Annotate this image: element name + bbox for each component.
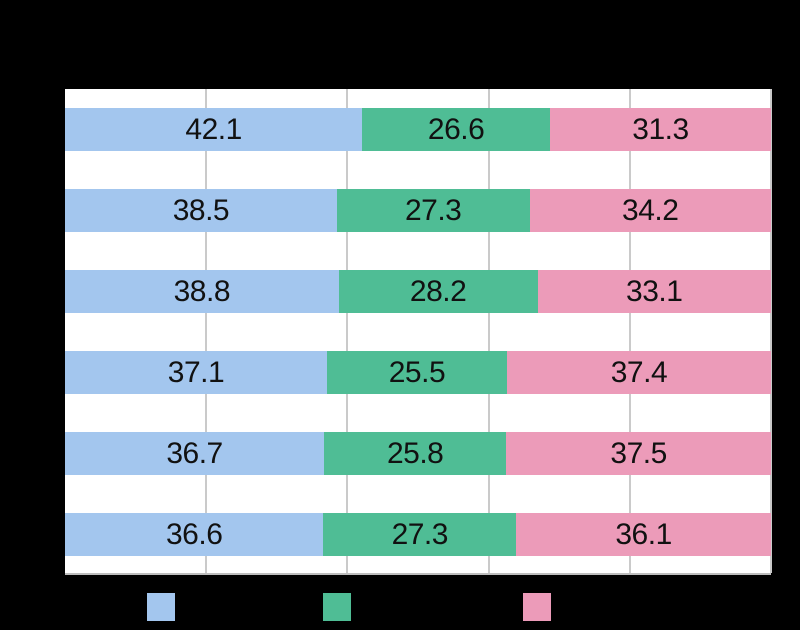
bar-segment-pink: 34.2 [529, 189, 771, 232]
bar-segment-blue: 42.1 [65, 108, 363, 151]
bar-value-label: 27.3 [404, 194, 462, 227]
bar-row-1: 42.1 26.6 31.3 [65, 108, 771, 151]
bar-value-label: 37.1 [167, 356, 225, 389]
chart-plot-area: 42.1 26.6 31.3 38.5 27.3 34.2 38.8 28.2 33.1 37.1… [65, 89, 772, 575]
bar-segment-pink: 37.4 [506, 351, 771, 394]
bar-row-2: 38.5 27.3 34.2 [65, 189, 771, 232]
bar-segment-pink: 33.1 [537, 270, 771, 313]
bar-value-label: 33.1 [626, 275, 683, 308]
gridline-100 [770, 89, 772, 573]
bar-row-5: 36.7 25.8 37.5 [65, 432, 771, 475]
bar-value-label: 27.3 [391, 518, 449, 551]
legend-swatch-blue [147, 593, 175, 621]
gridline-80 [628, 89, 631, 573]
bar-segment-green: 28.2 [338, 270, 538, 313]
bar-segment-green: 27.3 [336, 189, 530, 232]
bar-value-label: 36.6 [166, 518, 223, 551]
gridline-40 [346, 89, 349, 573]
gridline-20 [205, 89, 208, 573]
bar-value-label: 36.7 [166, 437, 223, 470]
gridline-60 [487, 89, 490, 573]
bar-segment-blue: 36.7 [65, 432, 325, 475]
bar-value-label: 38.5 [172, 194, 230, 227]
bar-value-label: 37.4 [610, 356, 668, 389]
bar-row-4: 37.1 25.5 37.4 [65, 351, 771, 394]
bar-segment-pink: 31.3 [550, 108, 771, 151]
legend-swatch-pink [523, 593, 551, 621]
bar-value-label: 37.5 [610, 437, 667, 470]
bar-row-3: 38.8 28.2 33.1 [65, 270, 771, 313]
bar-segment-green: 25.5 [326, 351, 507, 394]
bar-value-label: 28.2 [409, 275, 467, 308]
legend-swatch-green [323, 593, 351, 621]
bar-value-label: 25.5 [388, 356, 446, 389]
bar-value-label: 25.8 [386, 437, 444, 470]
bar-segment-blue: 37.1 [65, 351, 327, 394]
bar-segment-blue: 38.5 [65, 189, 337, 232]
bar-segment-blue: 38.8 [65, 270, 339, 313]
bar-segment-green: 27.3 [323, 513, 517, 556]
bar-row-6: 36.6 27.3 36.1 [65, 513, 771, 556]
bar-value-label: 26.6 [427, 113, 485, 146]
bar-segment-pink: 36.1 [516, 513, 771, 556]
bar-value-label: 42.1 [185, 113, 242, 146]
bar-value-label: 34.2 [622, 194, 679, 227]
bar-value-label: 31.3 [632, 113, 689, 146]
bar-segment-green: 26.6 [362, 108, 550, 151]
bar-segment-green: 25.8 [324, 432, 507, 475]
bar-segment-pink: 37.5 [506, 432, 771, 475]
bar-segment-blue: 36.6 [65, 513, 324, 556]
bar-value-label: 38.8 [173, 275, 231, 308]
bar-value-label: 36.1 [615, 518, 672, 551]
